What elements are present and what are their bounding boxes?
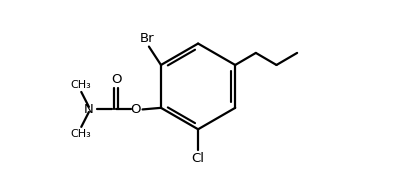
Text: CH₃: CH₃: [70, 80, 91, 90]
Text: Br: Br: [140, 32, 154, 45]
Text: O: O: [111, 73, 121, 86]
Text: CH₃: CH₃: [70, 129, 91, 139]
Text: O: O: [130, 103, 141, 116]
Text: N: N: [84, 103, 94, 116]
Text: Cl: Cl: [191, 152, 205, 165]
